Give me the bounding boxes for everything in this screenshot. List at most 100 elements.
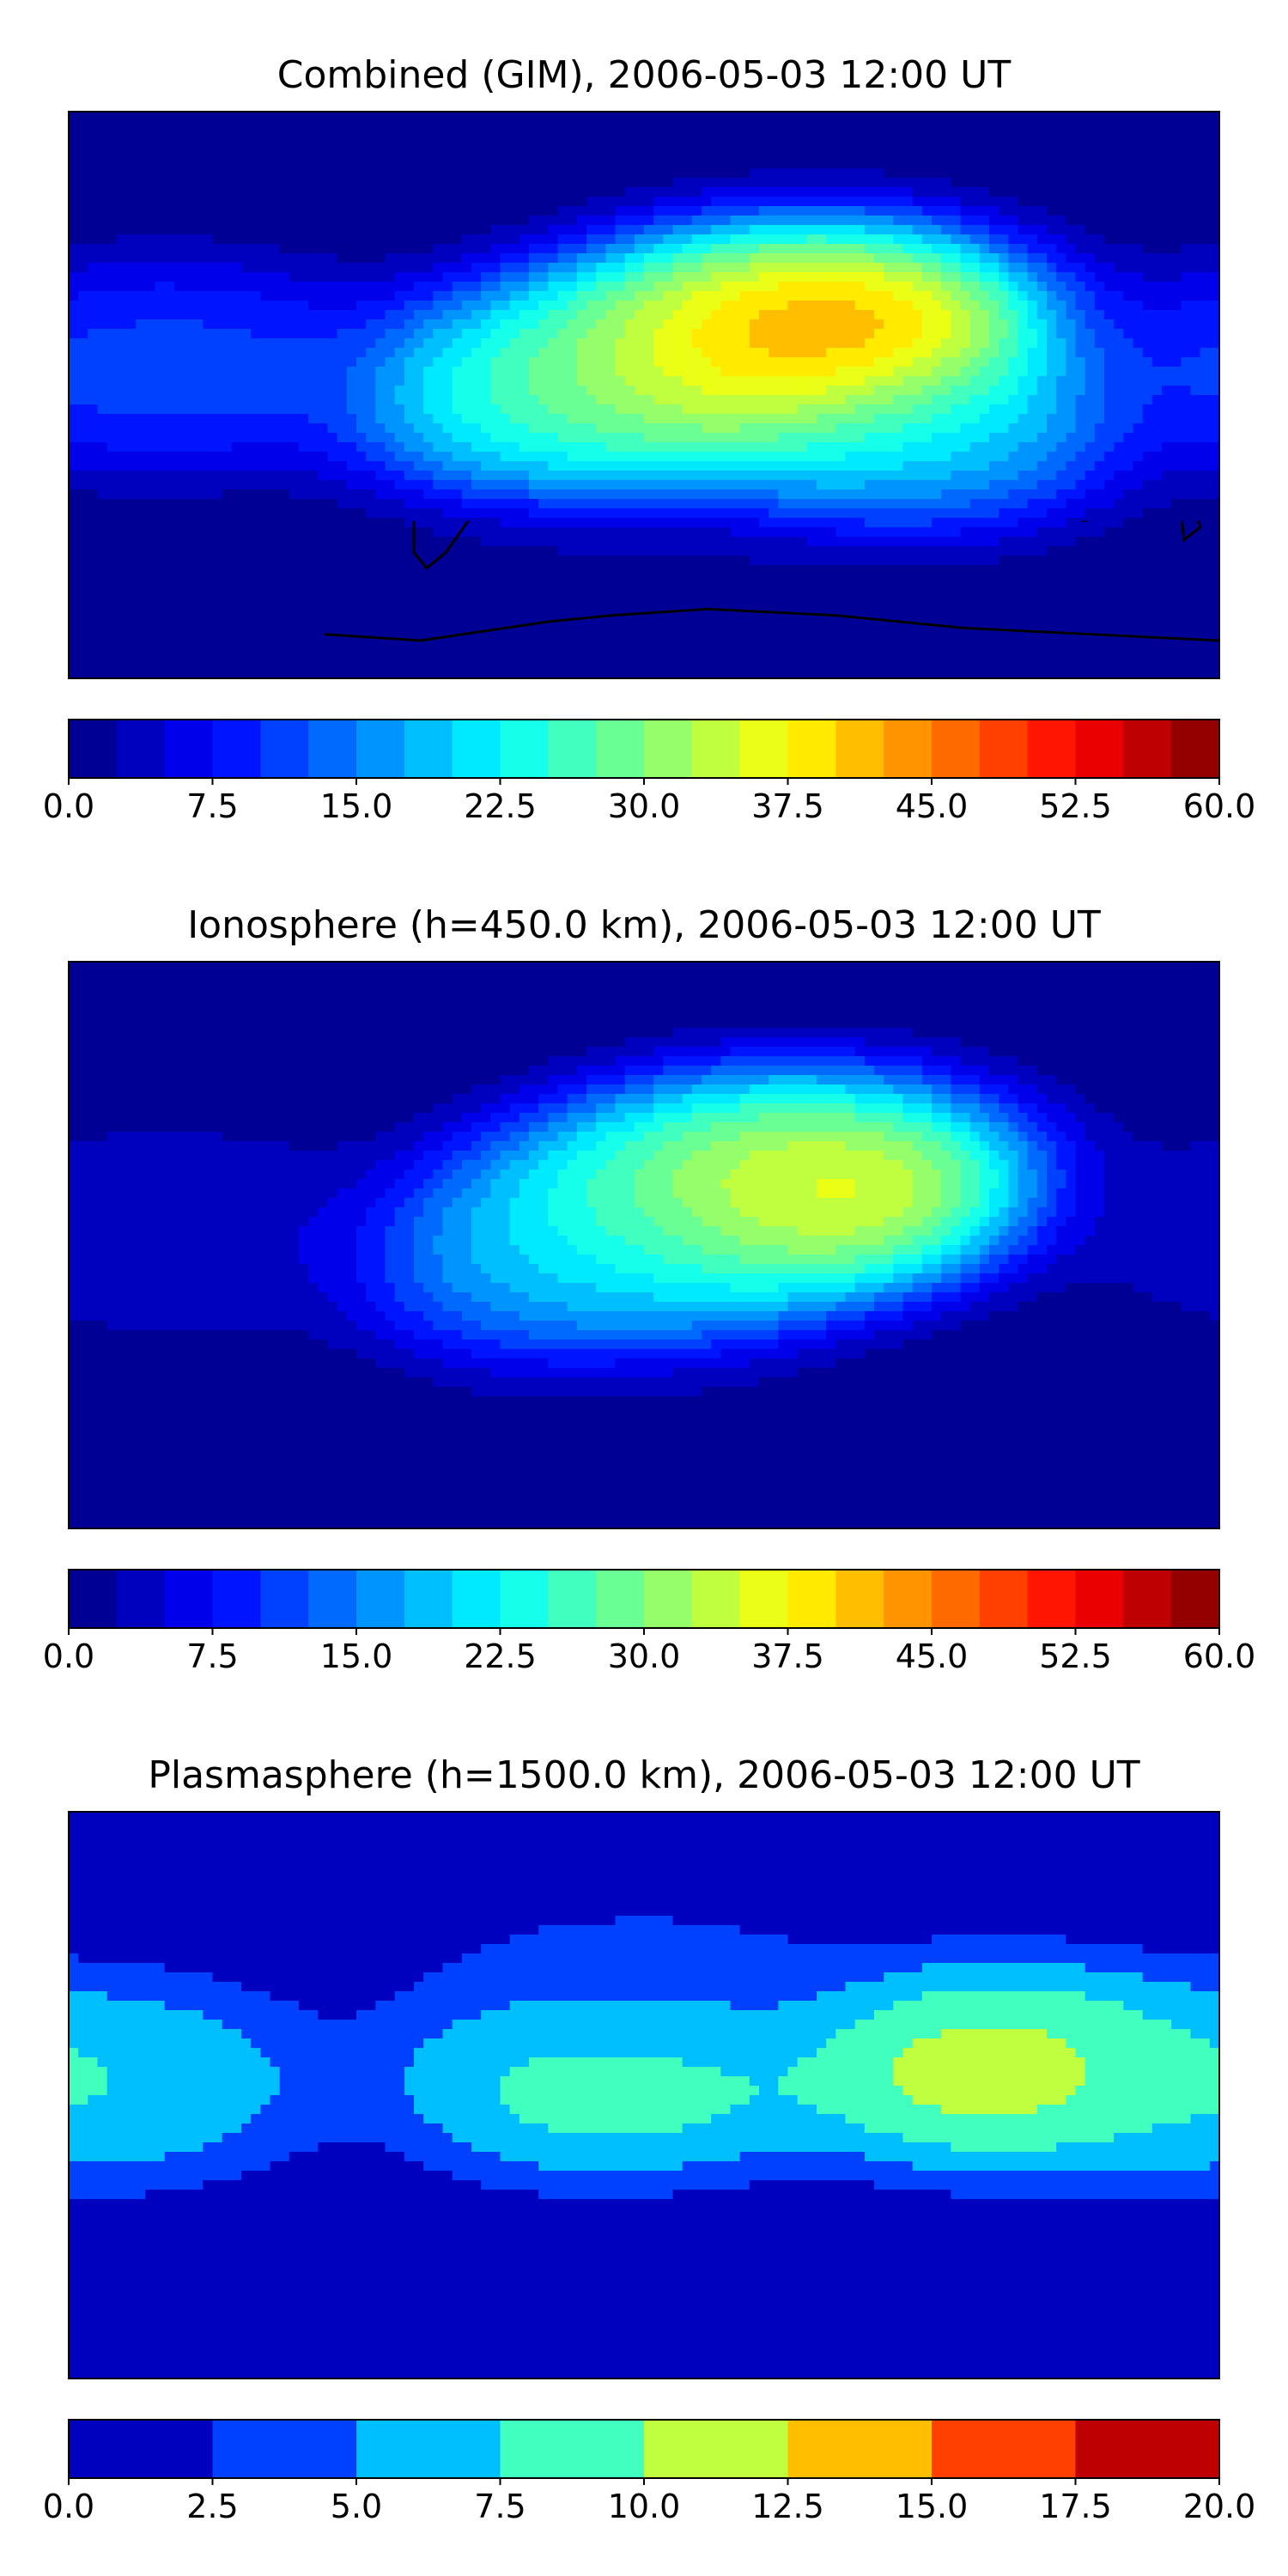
- colorbar-segment: [835, 1570, 884, 1628]
- colorbar-segment: [596, 1570, 645, 1628]
- colorbar-tick-label: 15.0: [896, 2488, 969, 2525]
- colorbar-segment: [212, 1570, 261, 1628]
- colorbar-segment: [548, 720, 597, 778]
- colorbar-segment: [500, 1570, 549, 1628]
- colorbar-segment: [164, 1570, 213, 1628]
- colorbar-segment: [212, 2420, 357, 2478]
- colorbar-tick-label: 30.0: [608, 1637, 681, 1675]
- colorbar-segment: [308, 1570, 357, 1628]
- colorbar-tick-label: 45.0: [896, 1637, 969, 1675]
- colorbar-segment: [356, 720, 405, 778]
- colorbar-segment: [500, 720, 549, 778]
- colorbar-tick-label: 0.0: [43, 1637, 94, 1675]
- heatmap-field: [69, 1812, 1219, 2379]
- colorbar-segment: [932, 2420, 1076, 2478]
- colorbar-segment: [787, 720, 836, 778]
- panel-3: Plasmasphere (h=1500.0 km), 2006-05-03 1…: [43, 1753, 1256, 2525]
- colorbar-tick-label: 52.5: [1039, 787, 1112, 825]
- colorbar-tick-label: 0.0: [43, 2488, 94, 2525]
- colorbar-tick-label: 7.5: [186, 1637, 238, 1675]
- colorbar-tick-label: 17.5: [1039, 2488, 1112, 2525]
- panel-title: Plasmasphere (h=1500.0 km), 2006-05-03 1…: [148, 1753, 1139, 1797]
- colorbar-tick-label: 37.5: [751, 1637, 824, 1675]
- colorbar-segment: [1171, 1570, 1220, 1628]
- colorbar-segment: [1075, 1570, 1124, 1628]
- colorbar-segment: [691, 720, 741, 778]
- colorbar-tick-label: 22.5: [464, 787, 537, 825]
- colorbar-segment: [356, 2420, 501, 2478]
- colorbar-tick-label: 30.0: [608, 787, 681, 825]
- colorbar-segment: [548, 1570, 597, 1628]
- colorbar-tick-label: 15.0: [320, 1637, 393, 1675]
- map-frame: [68, 111, 1220, 679]
- colorbar-segment: [69, 2420, 213, 2478]
- colorbar-segment: [1027, 1570, 1076, 1628]
- colorbar-segment: [260, 1570, 309, 1628]
- colorbar-segment: [932, 1570, 981, 1628]
- colorbar-segment: [116, 1570, 166, 1628]
- colorbar-segment: [1123, 720, 1172, 778]
- colorbar-segment: [596, 720, 645, 778]
- colorbar-tick-label: 37.5: [751, 787, 824, 825]
- colorbar-tick-label: 60.0: [1183, 1637, 1256, 1675]
- colorbar-tick-label: 10.0: [608, 2488, 681, 2525]
- panel-title: Ionosphere (h=450.0 km), 2006-05-03 12:0…: [187, 903, 1101, 947]
- colorbar-tick-label: 5.0: [331, 2488, 382, 2525]
- colorbar-segment: [644, 1570, 693, 1628]
- panel-1: Combined (GIM), 2006-05-03 12:00 UT 0.0 7.…: [43, 53, 1256, 825]
- colorbar-segment: [932, 720, 981, 778]
- colorbar-segment: [739, 1570, 788, 1628]
- colorbar-segment: [1027, 720, 1076, 778]
- colorbar-segment: [308, 720, 357, 778]
- colorbar-segment: [356, 1570, 405, 1628]
- colorbar: 0.0 2.5 5.0 7.5 10.0 12.5 15.0 17.5 20.0: [43, 2419, 1256, 2525]
- colorbar-tick-label: 0.0: [43, 787, 94, 825]
- colorbar-segment: [1075, 720, 1124, 778]
- colorbar-tick-label: 2.5: [186, 2488, 238, 2525]
- colorbar-segment: [884, 1570, 933, 1628]
- colorbar-segment: [691, 1570, 741, 1628]
- colorbar-segment: [644, 2420, 788, 2478]
- panel-2: Ionosphere (h=450.0 km), 2006-05-03 12:0…: [43, 903, 1256, 1675]
- colorbar-segment: [260, 720, 309, 778]
- colorbar-tick-label: 7.5: [186, 787, 238, 825]
- colorbar-tick-label: 60.0: [1183, 787, 1256, 825]
- colorbar-segment: [500, 2420, 645, 2478]
- colorbar-segment: [69, 1570, 118, 1628]
- colorbar-tick-label: 7.5: [474, 2488, 526, 2525]
- colorbar-segment: [787, 2420, 933, 2478]
- colorbar-segment: [979, 1570, 1029, 1628]
- map-frame: [68, 1811, 1220, 2379]
- colorbar-segment: [884, 720, 933, 778]
- colorbar-segment: [787, 1570, 836, 1628]
- colorbar-segment: [69, 720, 118, 778]
- colorbar-segment: [739, 720, 788, 778]
- colorbar: 0.0 7.5 15.0 22.5 30.0 37.5 45.0 52.5 60.0: [43, 719, 1256, 825]
- colorbar-segment: [404, 720, 453, 778]
- colorbar-tick-label: 52.5: [1039, 1637, 1112, 1675]
- colorbar-segment: [164, 720, 213, 778]
- colorbar-tick-label: 22.5: [464, 1637, 537, 1675]
- colorbar-segment: [452, 1570, 501, 1628]
- map-frame: [68, 961, 1220, 1529]
- colorbar-segment: [1075, 2420, 1220, 2478]
- colorbar-segment: [1171, 720, 1220, 778]
- colorbar-segment: [452, 720, 501, 778]
- colorbar-tick-label: 20.0: [1183, 2488, 1256, 2525]
- heatmap-field: [69, 962, 1219, 1528]
- colorbar-segment: [835, 720, 884, 778]
- colorbar-segment: [1123, 1570, 1172, 1628]
- colorbar-tick-label: 15.0: [320, 787, 393, 825]
- colorbar-tick-label: 12.5: [751, 2488, 824, 2525]
- colorbar-segment: [212, 720, 261, 778]
- colorbar: 0.0 7.5 15.0 22.5 30.0 37.5 45.0 52.5 60.0: [43, 1569, 1256, 1675]
- colorbar-segment: [116, 720, 166, 778]
- colorbar-segment: [644, 720, 693, 778]
- colorbar-segment: [404, 1570, 453, 1628]
- heatmap-field: [69, 112, 1219, 678]
- panel-title: Combined (GIM), 2006-05-03 12:00 UT: [277, 53, 1012, 97]
- colorbar-tick-label: 45.0: [896, 787, 969, 825]
- colorbar-segment: [979, 720, 1029, 778]
